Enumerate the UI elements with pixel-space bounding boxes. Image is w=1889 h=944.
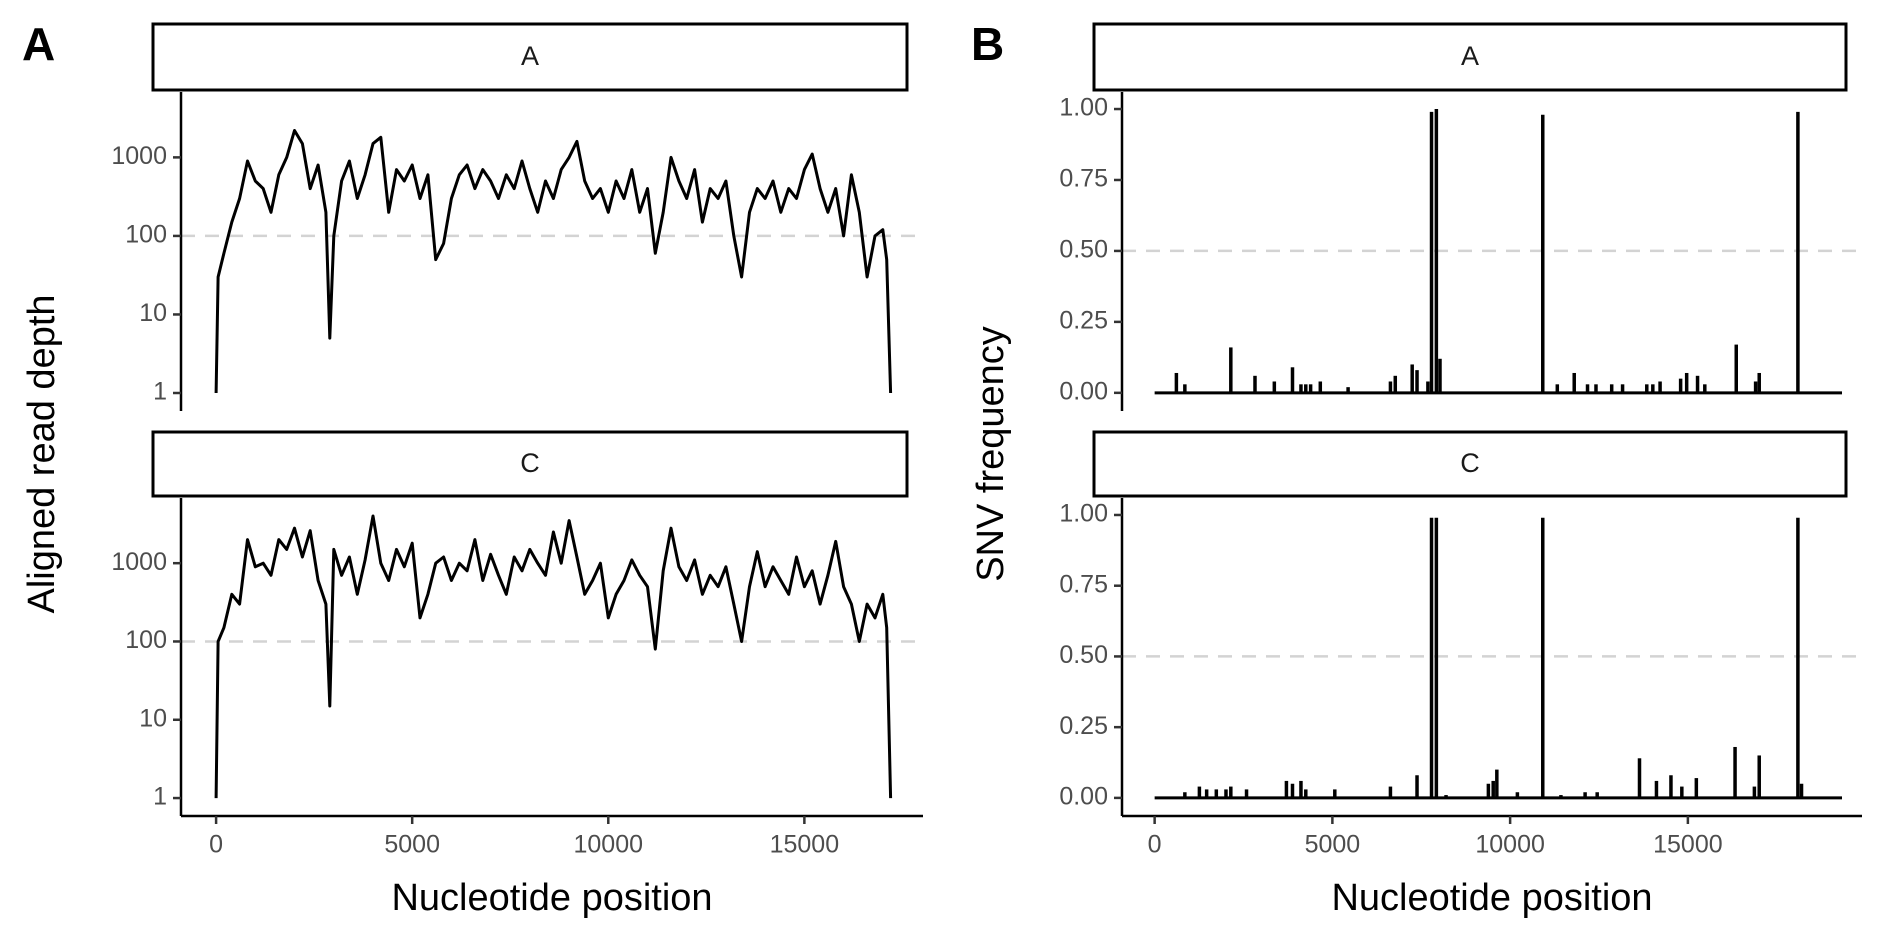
y-axis-label: Aligned read depth	[21, 294, 63, 613]
x-axis-label: Nucleotide position	[1331, 877, 1652, 919]
y-tick-label: 1000	[111, 548, 167, 576]
depth-line	[214, 129, 893, 394]
y-tick-label: 1	[153, 783, 167, 811]
y-tick-label: 1000	[111, 142, 167, 170]
y-tick-label: 0.25	[1059, 712, 1108, 740]
y-tick-label: 1	[153, 378, 167, 406]
y-tick-label: 1.00	[1059, 94, 1108, 122]
x-tick-label: 0	[209, 831, 223, 859]
y-tick-label: 0.50	[1059, 236, 1108, 264]
y-axis-label: SNV frequency	[970, 326, 1012, 582]
x-tick-label: 0	[1148, 831, 1162, 859]
y-tick-label: 0.00	[1059, 377, 1108, 405]
y-tick-label: 0.50	[1059, 641, 1108, 669]
facet-label: A	[521, 41, 539, 71]
y-tick-label: 100	[125, 221, 167, 249]
facet-label: C	[520, 448, 540, 478]
x-tick-label: 5000	[384, 831, 440, 859]
x-tick-label: 10000	[574, 831, 644, 859]
facet-strip	[1092, 22, 1848, 92]
facet-strip	[151, 430, 909, 498]
y-tick-label: 0.75	[1059, 165, 1108, 193]
panel-label: A	[22, 18, 55, 70]
y-tick-label: 0.00	[1059, 783, 1108, 811]
x-axis-label: Nucleotide position	[391, 877, 712, 919]
y-tick-label: 1.00	[1059, 500, 1108, 528]
y-tick-label: 0.75	[1059, 570, 1108, 598]
x-tick-label: 15000	[1653, 831, 1723, 859]
x-tick-label: 5000	[1305, 831, 1361, 859]
facet-strip	[151, 22, 909, 92]
x-tick-label: 10000	[1475, 831, 1545, 859]
y-tick-label: 100	[125, 626, 167, 654]
facet-label: A	[1461, 41, 1479, 71]
y-tick-label: 0.25	[1059, 306, 1108, 334]
y-tick-label: 10	[139, 704, 167, 732]
facet-strip	[1092, 430, 1848, 498]
x-tick-label: 15000	[770, 831, 840, 859]
depth-line	[214, 514, 893, 799]
panel-label: B	[971, 18, 1004, 70]
y-tick-label: 10	[139, 299, 167, 327]
facet-label: C	[1460, 448, 1480, 478]
